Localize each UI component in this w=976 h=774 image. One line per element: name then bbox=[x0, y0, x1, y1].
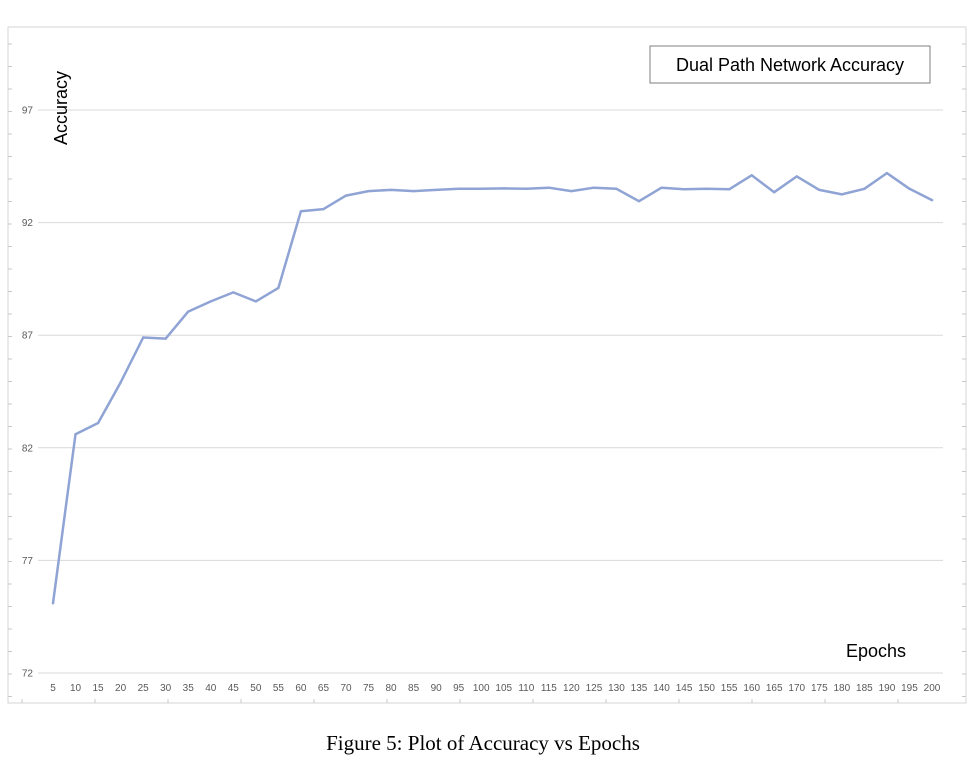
x-tick-label: 20 bbox=[115, 683, 127, 694]
y-tick-label: 87 bbox=[22, 331, 34, 342]
data-point bbox=[187, 310, 190, 313]
data-point bbox=[660, 186, 663, 189]
data-point bbox=[254, 300, 258, 303]
x-tick-label: 180 bbox=[834, 683, 851, 694]
data-point bbox=[908, 187, 911, 191]
data-point bbox=[232, 291, 235, 294]
data-point bbox=[930, 198, 934, 202]
data-point bbox=[682, 188, 686, 191]
x-tick-label: 145 bbox=[676, 683, 693, 694]
x-tick-label: 95 bbox=[453, 683, 465, 694]
x-tick-label: 105 bbox=[495, 683, 512, 694]
y-axis-title: Accuracy bbox=[51, 71, 71, 145]
x-tick-label: 160 bbox=[743, 683, 760, 694]
figure-caption: Figure 5: Plot of Accuracy vs Epochs bbox=[326, 731, 640, 755]
data-point bbox=[96, 421, 100, 425]
x-tick-label: 155 bbox=[721, 683, 738, 694]
x-tick-label: 120 bbox=[563, 683, 580, 694]
data-point bbox=[434, 188, 438, 192]
data-point bbox=[389, 188, 393, 192]
x-tick-label: 10 bbox=[70, 683, 82, 694]
x-tick-label: 50 bbox=[250, 683, 262, 694]
data-point bbox=[547, 186, 551, 189]
accuracy-series-line bbox=[51, 171, 934, 605]
x-tick-label: 130 bbox=[608, 683, 625, 694]
x-tick-label: 60 bbox=[295, 683, 307, 694]
x-tick-label: 190 bbox=[879, 683, 896, 694]
x-tick-label: 70 bbox=[340, 683, 352, 694]
data-point bbox=[277, 286, 280, 290]
y-tick-label: 72 bbox=[22, 669, 34, 680]
x-tick-label: 25 bbox=[138, 683, 150, 694]
data-point bbox=[773, 190, 776, 194]
y-tick-label: 82 bbox=[22, 443, 34, 454]
data-point bbox=[502, 187, 505, 190]
y-tick-label: 92 bbox=[22, 218, 34, 229]
x-tick-label: 140 bbox=[653, 683, 670, 694]
x-tick-label: 35 bbox=[183, 683, 195, 694]
x-tick-label: 40 bbox=[205, 683, 217, 694]
data-point bbox=[637, 200, 641, 203]
x-tick-labels: 5 10 15 20 25 30 35 40 45 50 55 60 65 70 75 80 85 90 95 100… bbox=[50, 683, 941, 694]
data-point bbox=[615, 187, 618, 191]
data-point bbox=[322, 207, 325, 211]
x-tick-label: 170 bbox=[788, 683, 805, 694]
data-point bbox=[795, 175, 798, 178]
data-point bbox=[705, 187, 708, 191]
x-tick-label: 185 bbox=[856, 683, 873, 694]
x-tick-label: 200 bbox=[924, 683, 941, 694]
x-tick-label: 90 bbox=[431, 683, 443, 694]
x-tick-label: 85 bbox=[408, 683, 420, 694]
x-tick-label: 165 bbox=[766, 683, 783, 694]
chart-frame bbox=[7, 26, 967, 704]
x-tick-label: 150 bbox=[698, 683, 715, 694]
edge-ticks bbox=[8, 43, 966, 703]
x-tick-label: 195 bbox=[901, 683, 918, 694]
data-point bbox=[727, 188, 731, 191]
data-point bbox=[885, 171, 889, 175]
data-point bbox=[570, 189, 573, 193]
data-point bbox=[344, 194, 348, 197]
x-tick-label: 115 bbox=[541, 683, 557, 694]
data-point bbox=[209, 300, 212, 303]
chart-title-box bbox=[649, 45, 931, 84]
series-layer bbox=[51, 171, 934, 605]
x-axis-title: Epochs bbox=[846, 641, 906, 661]
x-tick-label: 175 bbox=[811, 683, 828, 694]
x-tick-label: 80 bbox=[386, 683, 398, 694]
data-point bbox=[592, 186, 596, 189]
x-tick-label: 5 bbox=[50, 683, 56, 694]
y-tick-labels: 72 77 82 87 92 97 bbox=[22, 106, 34, 680]
data-point bbox=[119, 381, 122, 384]
data-point bbox=[74, 433, 77, 436]
data-point bbox=[51, 601, 55, 605]
x-tick-label: 45 bbox=[228, 683, 240, 694]
data-point bbox=[840, 193, 844, 196]
x-tick-label: 75 bbox=[363, 683, 375, 694]
x-tick-label: 55 bbox=[273, 683, 285, 694]
data-point bbox=[299, 210, 303, 213]
data-point bbox=[863, 187, 866, 191]
data-point bbox=[367, 189, 370, 193]
data-point bbox=[457, 187, 460, 191]
chart-title: Dual Path Network Accuracy bbox=[676, 55, 904, 75]
x-tick-label: 110 bbox=[518, 683, 534, 694]
data-point bbox=[750, 174, 753, 177]
data-point bbox=[480, 187, 483, 191]
x-tick-label: 65 bbox=[318, 683, 330, 694]
data-point bbox=[412, 189, 415, 193]
data-point bbox=[164, 337, 167, 340]
x-tick-label: 15 bbox=[93, 683, 105, 694]
x-tick-label: 125 bbox=[586, 683, 603, 694]
data-point bbox=[141, 336, 145, 339]
data-point bbox=[818, 188, 821, 192]
x-tick-label: 100 bbox=[473, 683, 490, 694]
y-tick-label: 77 bbox=[22, 556, 34, 567]
data-point bbox=[525, 187, 528, 191]
gridlines bbox=[38, 109, 943, 674]
y-tick-label: 97 bbox=[22, 106, 34, 117]
x-tick-label: 135 bbox=[631, 683, 648, 694]
x-tick-label: 30 bbox=[160, 683, 172, 694]
